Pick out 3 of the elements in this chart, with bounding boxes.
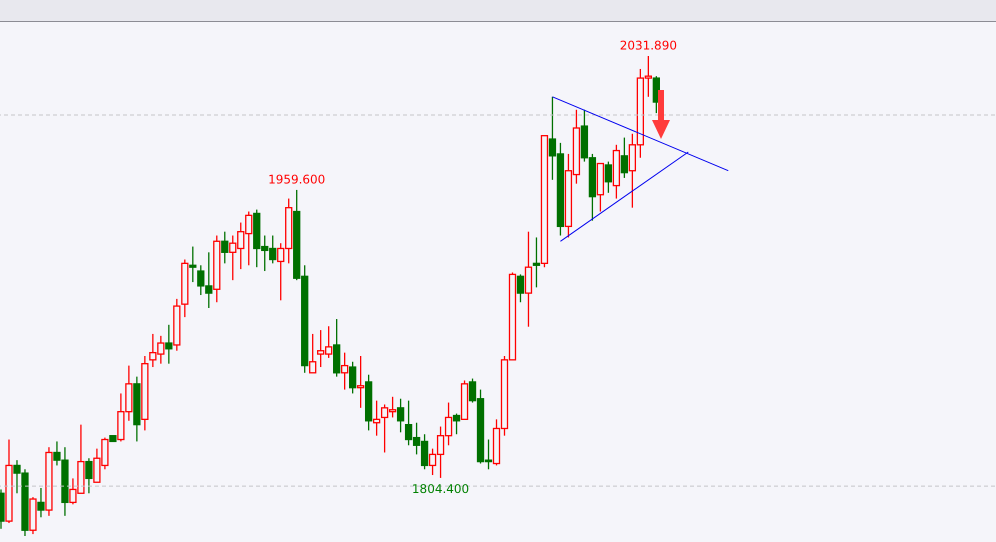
annotation: 2031.890 bbox=[620, 38, 677, 52]
annotation: 1959.600 bbox=[268, 172, 326, 186]
annotation: 1804.400 bbox=[412, 482, 470, 496]
